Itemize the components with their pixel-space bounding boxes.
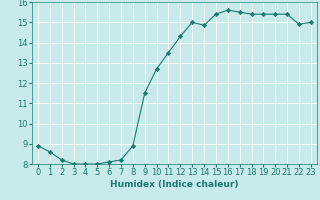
X-axis label: Humidex (Indice chaleur): Humidex (Indice chaleur)	[110, 180, 239, 189]
